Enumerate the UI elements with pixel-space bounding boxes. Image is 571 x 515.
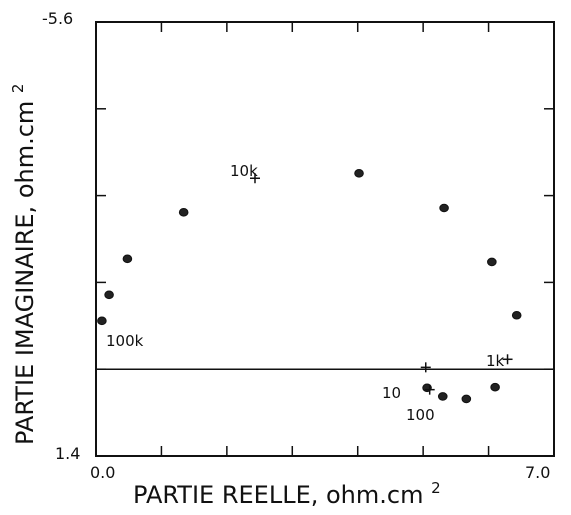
data-point-9 <box>437 392 448 401</box>
annotation-10: 10 <box>382 384 401 402</box>
data-point-10 <box>461 394 472 404</box>
y-axis-label-text: PARTIE IMAGINAIRE, ohm.cm <box>11 101 39 445</box>
x-tick-label-min: 0.0 <box>90 463 115 482</box>
x-axis-label-text: PARTIE REELLE, ohm.cm <box>133 481 423 509</box>
data-point-2 <box>122 254 133 264</box>
y-axis-label-superscript: 2 <box>9 84 27 94</box>
x-tick-label-max: 7.0 <box>525 463 550 482</box>
data-point-5 <box>439 203 449 213</box>
annotation-10k: 10k <box>230 162 258 180</box>
annotation-100k: 100k <box>106 332 144 350</box>
data-point-6 <box>487 257 497 267</box>
y-tick-label-top: -5.6 <box>42 9 73 28</box>
annotation-1k: 1k <box>486 352 505 370</box>
y-axis-label: PARTIE IMAGINAIRE, ohm.cm 2 <box>9 84 39 445</box>
data-point-11 <box>490 382 500 392</box>
y-axis-label-group: PARTIE IMAGINAIRE, ohm.cm 2 <box>9 84 39 445</box>
axis-ticks <box>95 21 555 457</box>
data-point-0 <box>97 316 107 326</box>
data-point-3 <box>178 208 189 217</box>
annotation-markers <box>249 173 513 395</box>
annotation-100: 100 <box>406 406 435 424</box>
x-axis-label-superscript: 2 <box>431 479 441 497</box>
y-tick-label-bottom: 1.4 <box>55 444 80 463</box>
data-point-4 <box>354 168 364 178</box>
plot-frame <box>95 21 555 457</box>
data-points <box>97 168 522 404</box>
data-point-1 <box>104 290 114 300</box>
x-axis-label: PARTIE REELLE, ohm.cm 2 <box>133 479 441 509</box>
data-point-7 <box>511 310 522 320</box>
